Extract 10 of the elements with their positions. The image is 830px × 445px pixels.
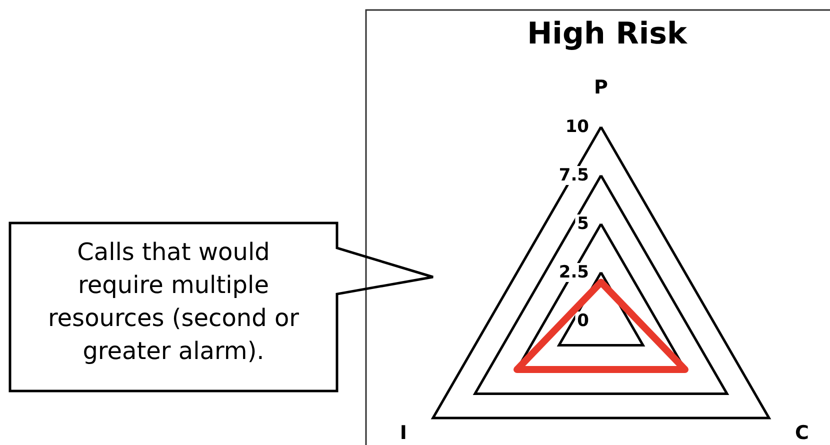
y-tick-label: 10 bbox=[565, 117, 590, 137]
y-tick-label: 0 bbox=[577, 311, 590, 331]
spoke-label: I bbox=[400, 422, 408, 444]
spoke-label: C bbox=[794, 422, 809, 444]
y-tick-label: 5 bbox=[577, 214, 589, 234]
text: Calls that would require multiple resources (second or greater alarm). bbox=[46, 237, 300, 367]
spoke-label: P bbox=[594, 76, 608, 98]
y-tick-label: 7.5 bbox=[558, 166, 589, 186]
chart-title: High Risk bbox=[527, 16, 688, 52]
y-tick-label: 2.5 bbox=[558, 262, 589, 282]
